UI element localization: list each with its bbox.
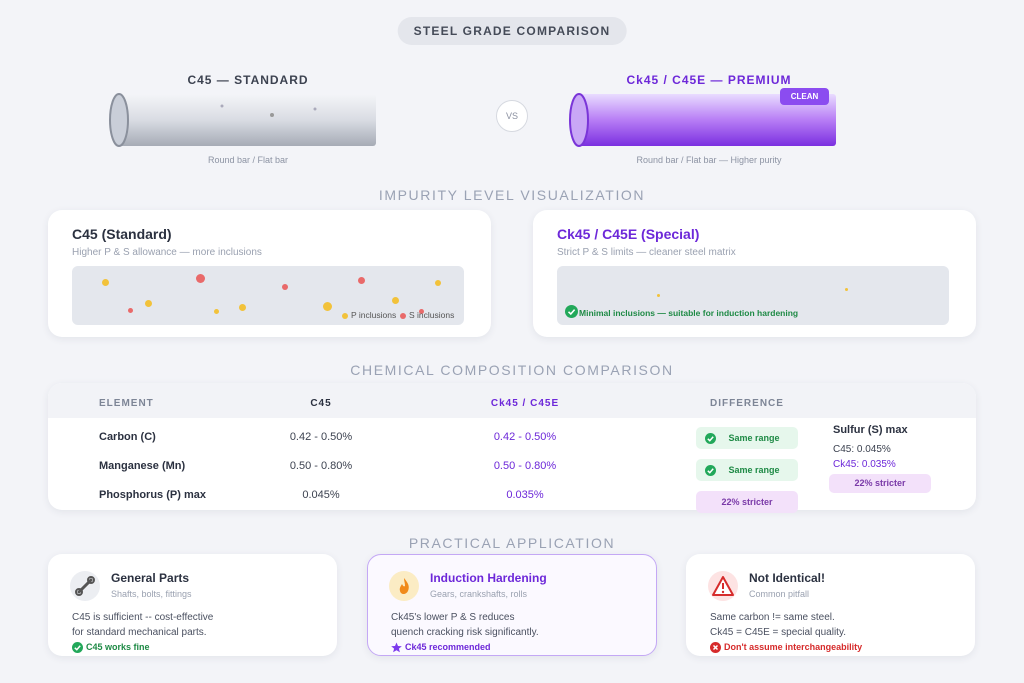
table-header — [48, 383, 976, 418]
element-name: Carbon (C) — [99, 431, 156, 443]
application-card — [48, 554, 337, 656]
right-bar-caption: Round bar / Flat bar — Higher purity — [636, 155, 782, 165]
clean-badge: CLEAN — [780, 88, 829, 105]
application-card — [367, 554, 657, 656]
card-footer: Don't assume interchangeability — [724, 642, 863, 652]
card-title: Not Identical! — [749, 571, 826, 585]
impurity-card: C45 (Standard) Higher P & S allowance — … — [48, 210, 491, 337]
check-icon — [565, 305, 578, 318]
column-header: DIFFERENCE — [710, 398, 784, 409]
card-title: General Parts — [111, 571, 190, 585]
check-icon — [72, 642, 83, 653]
difference-badge: Same range — [696, 459, 798, 481]
card-text: quench cracking risk significantly. — [391, 627, 539, 638]
card-icon-glyph — [712, 576, 734, 596]
page-title: STEEL GRADE COMPARISON — [397, 17, 627, 45]
card-title: Induction Hardening — [430, 571, 547, 585]
difference-badge: Same range — [696, 427, 798, 449]
card-text: for standard mechanical parts. — [72, 627, 207, 638]
card-title: C45 (Standard) — [72, 226, 172, 242]
card-icon-glyph — [75, 576, 95, 596]
card-icon-glyph — [399, 578, 409, 594]
impurity-card: Ck45 / C45E (Special) Strict P & S limit… — [533, 210, 976, 337]
section-heading: PRACTICAL APPLICATION — [408, 535, 616, 551]
left-bar-title: C45 — STANDARD — [187, 73, 309, 87]
card-footer: Ck45 recommended — [405, 642, 491, 652]
card-text: C45 is sufficient -- cost-effective — [72, 612, 214, 623]
left-bar-graphic — [109, 93, 376, 147]
c45-value: 0.045% — [302, 489, 340, 501]
ck45-value: 0.42 - 0.50% — [493, 431, 557, 443]
element-name: Manganese (Mn) — [99, 460, 186, 472]
column-header: C45 — [310, 398, 332, 409]
application-card — [686, 554, 975, 656]
sulfur-c45: C45: 0.045% — [833, 444, 891, 455]
composition-table — [48, 383, 976, 510]
card-subtitle: Strict P & S limits — cleaner steel matr… — [557, 247, 736, 258]
star-icon — [391, 642, 402, 653]
card-subtitle: Shafts, bolts, fittings — [111, 589, 192, 599]
difference-badge: 22% stricter — [829, 474, 931, 493]
error-icon — [710, 642, 721, 653]
inclusion-box: P inclusions S inclusions — [72, 266, 464, 325]
section-heading: IMPURITY LEVEL VISUALIZATION — [378, 187, 646, 203]
right-bar-graphic — [569, 93, 836, 147]
difference-badge: 22% stricter — [696, 491, 798, 513]
ck45-value: 0.50 - 0.80% — [493, 460, 557, 472]
clean-note: Minimal inclusions — suitable for induct… — [579, 308, 799, 318]
element-name: Phosphorus (P) max — [99, 489, 206, 501]
card-subtitle: Gears, crankshafts, rolls — [430, 589, 528, 599]
c45-value: 0.50 - 0.80% — [289, 460, 353, 472]
inclusion-box: Minimal inclusions — suitable for induct… — [557, 266, 949, 325]
sulfur-ck45: Ck45: 0.035% — [833, 459, 896, 470]
sulfur-title: Sulfur (S) max — [833, 424, 908, 436]
ck45-value: 0.035% — [506, 489, 544, 501]
vs-label: VS — [496, 100, 528, 132]
column-header: ELEMENT — [99, 398, 154, 409]
column-header: Ck45 / C45E — [490, 398, 560, 409]
card-text: Same carbon != same steel. — [710, 612, 835, 623]
section-heading: CHEMICAL COMPOSITION COMPARISON — [350, 362, 674, 378]
card-footer: C45 works fine — [86, 642, 150, 652]
legend-item: P inclusions — [351, 310, 397, 320]
legend-item: S inclusions — [409, 310, 455, 320]
c45-value: 0.42 - 0.50% — [289, 431, 353, 443]
card-text: Ck45 = C45E = special quality. — [710, 627, 847, 638]
right-bar-title: Ck45 / C45E — PREMIUM — [626, 73, 792, 87]
card-title: Ck45 / C45E (Special) — [557, 226, 700, 242]
card-icon — [389, 571, 419, 601]
check-icon — [705, 465, 716, 476]
card-subtitle: Common pitfall — [749, 589, 810, 599]
card-text: Ck45's lower P & S reduces — [391, 612, 515, 623]
left-bar-caption: Round bar / Flat bar — [207, 155, 289, 165]
card-subtitle: Higher P & S allowance — more inclusions — [72, 247, 262, 258]
check-icon — [705, 433, 716, 444]
